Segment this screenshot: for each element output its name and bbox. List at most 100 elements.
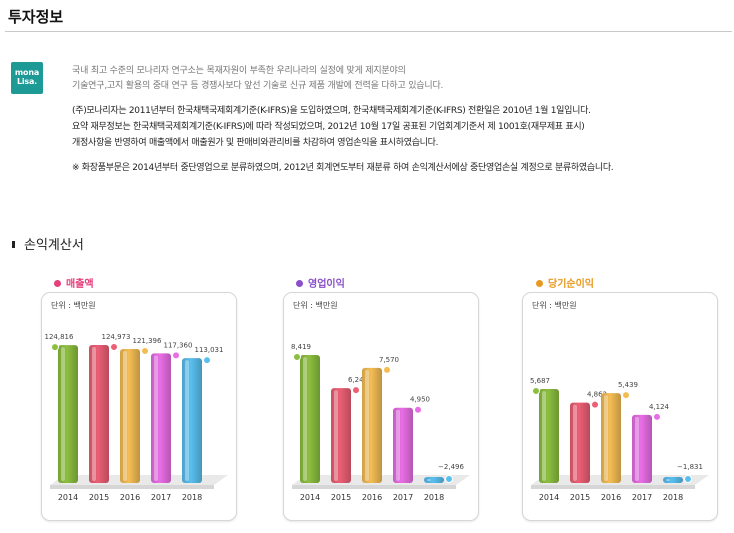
value-label-2017: 4,950 bbox=[410, 396, 430, 404]
bar-highlight bbox=[334, 390, 338, 481]
bar-highlight bbox=[365, 369, 369, 481]
unit-label: 단위 : 백만원 bbox=[51, 301, 96, 310]
bar-highlight bbox=[427, 479, 431, 481]
bar-2017 bbox=[632, 414, 652, 483]
bar-2016 bbox=[362, 367, 382, 483]
bar-2018 bbox=[182, 358, 202, 483]
bar-2017 bbox=[151, 353, 171, 483]
bar-highlight bbox=[92, 347, 96, 481]
bar-highlight bbox=[573, 404, 577, 481]
bar-highlight bbox=[61, 347, 65, 481]
bar-highlight bbox=[123, 350, 127, 481]
bar-highlight bbox=[635, 416, 639, 481]
bar-marker-2015 bbox=[110, 343, 118, 351]
category-label-2014: 2014 bbox=[58, 493, 78, 502]
value-label-2014: 124,816 bbox=[45, 333, 74, 341]
bar-2014 bbox=[539, 389, 559, 483]
bar-marker-2016 bbox=[383, 365, 391, 374]
bar-2016 bbox=[601, 393, 621, 483]
chart-sales: 단위 : 백만원 124,816 2014 124,973 2015 121,396 20… bbox=[41, 292, 237, 521]
chart-title-operating: 영업이익 bbox=[308, 279, 345, 290]
bar-2014 bbox=[58, 345, 78, 483]
title-divider bbox=[5, 31, 732, 32]
logo-line-2: Lisa. bbox=[16, 77, 38, 86]
chart-heading-net: 당기순이익 bbox=[536, 275, 594, 290]
bar-2016 bbox=[120, 348, 140, 483]
value-label-2016: 121,396 bbox=[133, 337, 162, 345]
heading-dot-icon bbox=[54, 279, 61, 287]
chart-floor-edge bbox=[531, 485, 695, 489]
category-label-2016: 2016 bbox=[120, 493, 140, 502]
category-label-2015: 2015 bbox=[570, 493, 590, 502]
accounting-notes: (주)모나리자는 2011년부터 한국채택국제회계기준(K-IFRS)을 도입하… bbox=[72, 103, 591, 151]
note-line-2: 요약 재무정보는 한국채택국제회계기준(K-IFRS)에 따라 작성되었으며, … bbox=[72, 122, 585, 132]
chart-heading-operating: 영업이익 bbox=[296, 275, 345, 290]
bar-highlight bbox=[604, 395, 608, 481]
bar-marker-2014 bbox=[293, 353, 301, 361]
bar-highlight bbox=[154, 355, 158, 481]
chart-operating: 단위 : 백만원 8,419 2014 6,240 2015 7,570 2016 4,95… bbox=[283, 292, 479, 521]
category-label-2017: 2017 bbox=[393, 493, 413, 502]
bar-2014 bbox=[300, 355, 320, 483]
bar-marker-2017 bbox=[172, 351, 180, 360]
bar-marker-2018 bbox=[684, 475, 692, 483]
value-label-2018: −1,831 bbox=[677, 463, 703, 471]
category-label-2014: 2014 bbox=[539, 493, 559, 502]
bar-marker-2018 bbox=[203, 356, 211, 365]
heading-dot-icon bbox=[536, 279, 543, 287]
bar-2015 bbox=[570, 402, 590, 483]
bar-marker-2017 bbox=[653, 412, 661, 421]
bar-highlight bbox=[303, 357, 307, 481]
section-title: 손익계산서 bbox=[12, 234, 84, 253]
bar-highlight bbox=[542, 391, 546, 481]
company-intro: 국내 최고 수준의 모나리자 연구소는 목재자원이 부족한 우리나라의 실정에 … bbox=[72, 64, 443, 94]
bar-highlight bbox=[666, 479, 670, 481]
bar-marker-2016 bbox=[141, 346, 149, 355]
value-label-2015: 6,240 bbox=[348, 376, 368, 384]
logo-line-1: mona bbox=[14, 68, 40, 77]
chart-title-sales: 매출액 bbox=[66, 279, 94, 290]
unit-label: 단위 : 백만원 bbox=[293, 301, 338, 310]
chart-net: 단위 : 백만원 5,687 2014 4,862 2015 5,439 2016 4,12… bbox=[522, 292, 718, 521]
bar-marker-2015 bbox=[352, 386, 360, 395]
intro-line-1: 국내 최고 수준의 모나리자 연구소는 목재자원이 부족한 우리나라의 실정에 … bbox=[72, 66, 406, 76]
section-title-text: 손익계산서 bbox=[24, 238, 84, 253]
section-bullet bbox=[12, 241, 15, 248]
value-label-2014: 5,687 bbox=[530, 377, 550, 385]
category-label-2015: 2015 bbox=[89, 493, 109, 502]
category-label-2016: 2016 bbox=[601, 493, 621, 502]
chart-sales-svg: 124,816 2014 124,973 2015 121,396 2016 117,360… bbox=[45, 333, 228, 502]
chart-floor-edge bbox=[50, 485, 214, 489]
bar-marker-2014 bbox=[51, 343, 59, 352]
category-label-2016: 2016 bbox=[362, 493, 382, 502]
page-title: 투자정보 bbox=[8, 8, 64, 26]
category-label-2017: 2017 bbox=[632, 493, 652, 502]
bar-highlight bbox=[396, 409, 400, 481]
chart-operating-svg: 8,419 2014 6,240 2015 7,570 2016 4,950 2017 −2,4… bbox=[291, 343, 470, 502]
note-line-1: (주)모나리자는 2011년부터 한국채택국제회계기준(K-IFRS)을 도입하… bbox=[72, 106, 591, 116]
footnote: ※ 화장품부문은 2014년부터 중단영업으로 분류하였으며, 2012년 회계… bbox=[72, 163, 614, 173]
value-label-2017: 4,124 bbox=[649, 403, 670, 411]
bar-2017 bbox=[393, 407, 413, 483]
chart-title-net: 당기순이익 bbox=[548, 279, 594, 290]
value-label-2015: 124,973 bbox=[102, 333, 131, 341]
note-line-3: 개정사항을 반영하여 매출액에서 매출원가 및 판매비와관리비를 차감하여 영업… bbox=[72, 138, 439, 148]
bar-2015 bbox=[89, 345, 109, 483]
value-label-2015: 4,862 bbox=[587, 391, 607, 399]
bar-marker-2018 bbox=[445, 475, 453, 483]
heading-dot-icon bbox=[296, 279, 303, 287]
category-label-2018: 2018 bbox=[663, 493, 683, 502]
category-label-2017: 2017 bbox=[151, 493, 171, 502]
value-label-2017: 117,360 bbox=[164, 341, 193, 349]
value-label-2014: 8,419 bbox=[291, 343, 311, 351]
value-label-2016: 5,439 bbox=[618, 381, 638, 389]
category-label-2018: 2018 bbox=[424, 493, 444, 502]
category-label-2014: 2014 bbox=[300, 493, 320, 502]
category-label-2015: 2015 bbox=[331, 493, 351, 502]
value-label-2016: 7,570 bbox=[379, 356, 399, 364]
value-label-2018: −2,496 bbox=[438, 463, 464, 471]
chart-net-svg: 5,687 2014 4,862 2015 5,439 2016 4,124 2017 −1,8… bbox=[530, 377, 709, 502]
chart-heading-sales: 매출액 bbox=[54, 275, 94, 290]
unit-label: 단위 : 백만원 bbox=[532, 301, 577, 310]
bar-marker-2017 bbox=[414, 405, 422, 414]
